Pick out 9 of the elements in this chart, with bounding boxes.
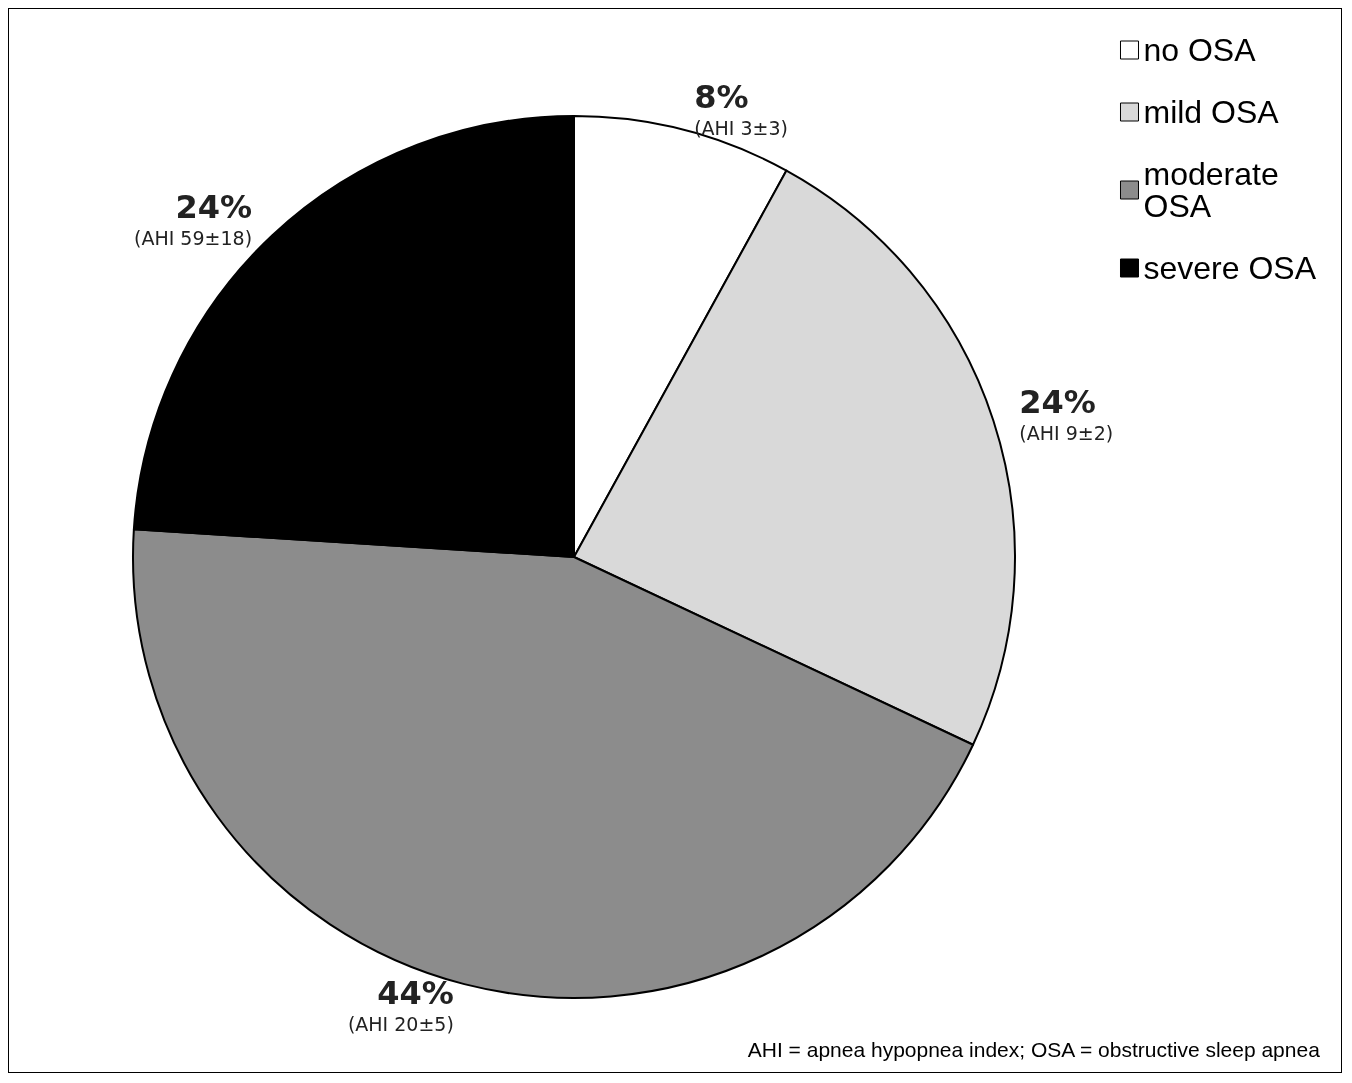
data-label: 24% (AHI 9±2) bbox=[1019, 382, 1114, 444]
legend-label: severe OSA bbox=[1143, 250, 1317, 286]
data-label: 44% (AHI 20±5) bbox=[347, 974, 454, 1036]
data-label: 24% (AHI 59±18) bbox=[134, 188, 253, 250]
legend-label: mild OSA bbox=[1143, 94, 1280, 130]
text: AHI = apnea hypopnea index; OSA = obstructive sleep apnea bbox=[747, 1038, 1321, 1061]
data-label: 8% (AHI 3±3) bbox=[694, 77, 788, 139]
legend-label: moderate OSA bbox=[1143, 156, 1288, 224]
legend-label: no OSA bbox=[1143, 32, 1257, 68]
